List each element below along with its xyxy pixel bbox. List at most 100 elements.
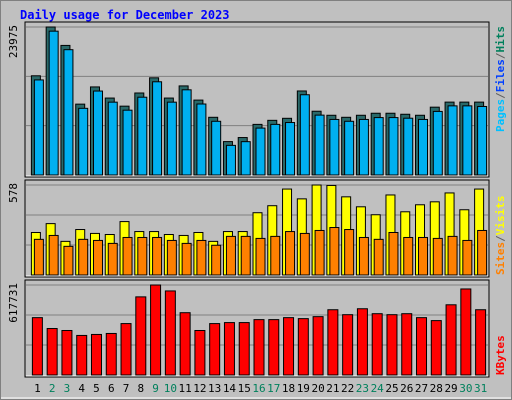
bar [477,229,488,276]
y-tick-label: 578 [7,183,20,203]
x-tick-label: 9 [152,382,159,395]
bar [299,232,310,276]
bar [225,235,236,276]
bar [166,101,177,176]
bar [356,308,368,376]
bar [240,141,251,176]
bar [255,237,266,276]
bar [386,314,398,376]
bar [373,117,384,176]
bar [418,118,429,176]
x-tick-label: 4 [78,382,85,395]
bar [371,313,383,376]
y-axis-label-part: Hits [494,26,507,53]
bar [447,105,458,176]
bar [48,30,59,176]
bar [63,49,74,176]
bar [285,231,296,276]
bar [462,239,473,276]
bar [373,238,384,276]
bar [152,81,163,176]
bar [166,239,177,276]
bar [462,105,473,176]
x-tick-label: 5 [93,382,100,395]
bar [194,329,206,376]
bar [223,322,235,376]
x-tick-label: 28 [430,382,443,395]
x-tick-label: 24 [371,382,385,395]
bar [342,314,354,376]
bar [46,328,58,376]
bar [447,235,458,276]
bar [314,229,325,276]
bar [179,312,191,376]
bar [48,234,59,276]
x-tick-label: 2 [49,382,56,395]
bar [107,242,118,276]
y-axis-label-part: Sites [494,242,507,275]
x-tick-label: 8 [137,382,144,395]
x-tick-label: 29 [444,382,457,395]
y-axis-label-part: / [494,235,507,242]
y-axis-label-part: / [494,92,507,99]
bar [33,238,44,276]
x-tick-label: 16 [252,382,265,395]
x-tick-label: 11 [179,382,192,395]
x-tick-label: 6 [108,382,115,395]
bar [76,334,88,376]
x-tick-label: 19 [297,382,310,395]
y-axis-label-part: Visits [494,196,507,236]
bar [137,96,148,176]
x-tick-label: 3 [64,382,71,395]
bar [297,318,309,376]
bar [403,236,414,276]
x-tick-label: 31 [474,382,487,395]
bar [135,296,147,376]
bar [270,123,281,176]
bar [150,284,162,376]
bar [122,236,133,276]
bar [78,238,89,276]
bar [107,101,118,176]
bar [418,236,429,276]
bar [358,118,369,176]
bar [299,94,310,176]
bar [255,127,266,176]
y-axis-label: KBytes [494,335,507,375]
bar [285,122,296,176]
y-axis-label: Pages/Files/Hits [494,26,507,132]
bar [388,117,399,176]
y-axis-label-part: Files [494,59,507,92]
y-tick-label: 23975 [7,25,20,58]
y-axis-label-part: Pages [494,99,507,132]
bar [196,103,207,176]
x-tick-label: 21 [326,382,339,395]
bar [92,239,103,276]
bar [152,236,163,276]
bar [61,329,73,376]
bar [430,320,442,376]
x-tick-label: 12 [193,382,206,395]
bar [90,333,102,376]
bar [268,319,280,376]
bar [164,290,176,376]
bar [327,309,339,376]
bar [209,323,221,376]
y-tick-label: 617731 [7,283,20,323]
x-tick-label: 23 [356,382,369,395]
bar [253,319,265,376]
bar [78,107,89,176]
bar [475,309,487,376]
x-tick-label: 26 [400,382,413,395]
y-axis-label-part: KBytes [494,335,507,375]
x-tick-label: 27 [415,382,428,395]
y-axis-label-part: / [494,52,507,59]
bar [329,227,340,276]
x-tick-label: 30 [459,382,472,395]
bar [270,235,281,276]
x-tick-label: 25 [385,382,398,395]
bar [181,242,192,276]
bar [120,323,132,376]
bar [31,317,43,376]
